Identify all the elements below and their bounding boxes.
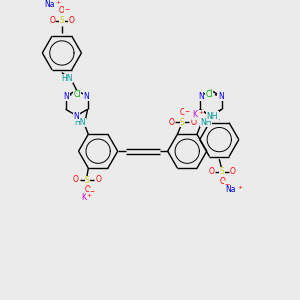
Text: S: S bbox=[59, 16, 64, 25]
Text: HN: HN bbox=[74, 118, 85, 127]
Text: +: + bbox=[55, 0, 61, 4]
Text: O: O bbox=[230, 167, 236, 176]
Text: HN: HN bbox=[61, 74, 73, 83]
Text: −: − bbox=[184, 108, 190, 113]
Text: NH: NH bbox=[207, 112, 218, 121]
Text: O: O bbox=[190, 118, 196, 127]
Text: Cl: Cl bbox=[205, 90, 213, 99]
Text: O: O bbox=[219, 177, 225, 186]
Text: −: − bbox=[224, 181, 230, 186]
Text: O: O bbox=[169, 118, 175, 127]
Text: NH: NH bbox=[200, 118, 212, 127]
Text: O: O bbox=[73, 176, 79, 184]
Text: S: S bbox=[220, 167, 225, 176]
Text: N: N bbox=[64, 92, 69, 101]
Text: O: O bbox=[179, 108, 185, 117]
Text: K: K bbox=[193, 110, 197, 119]
Text: Na: Na bbox=[44, 0, 54, 8]
Text: K: K bbox=[81, 193, 86, 202]
Text: −: − bbox=[90, 188, 95, 193]
Text: Cl: Cl bbox=[74, 90, 81, 99]
Text: N: N bbox=[84, 92, 89, 101]
Text: S: S bbox=[180, 118, 185, 127]
Text: O: O bbox=[95, 176, 101, 184]
Text: S: S bbox=[85, 176, 90, 185]
Text: N: N bbox=[218, 92, 224, 101]
Text: N: N bbox=[74, 112, 80, 121]
Text: O: O bbox=[49, 16, 55, 25]
Text: +: + bbox=[198, 110, 203, 115]
Text: Na: Na bbox=[225, 185, 235, 194]
Text: −: − bbox=[64, 6, 69, 11]
Text: O: O bbox=[59, 6, 65, 15]
Text: O: O bbox=[84, 185, 90, 194]
Text: N: N bbox=[198, 92, 203, 101]
Text: O: O bbox=[69, 16, 75, 25]
Text: O: O bbox=[208, 167, 214, 176]
Text: +: + bbox=[87, 193, 92, 198]
Text: N: N bbox=[208, 112, 214, 121]
Text: +: + bbox=[237, 185, 242, 190]
